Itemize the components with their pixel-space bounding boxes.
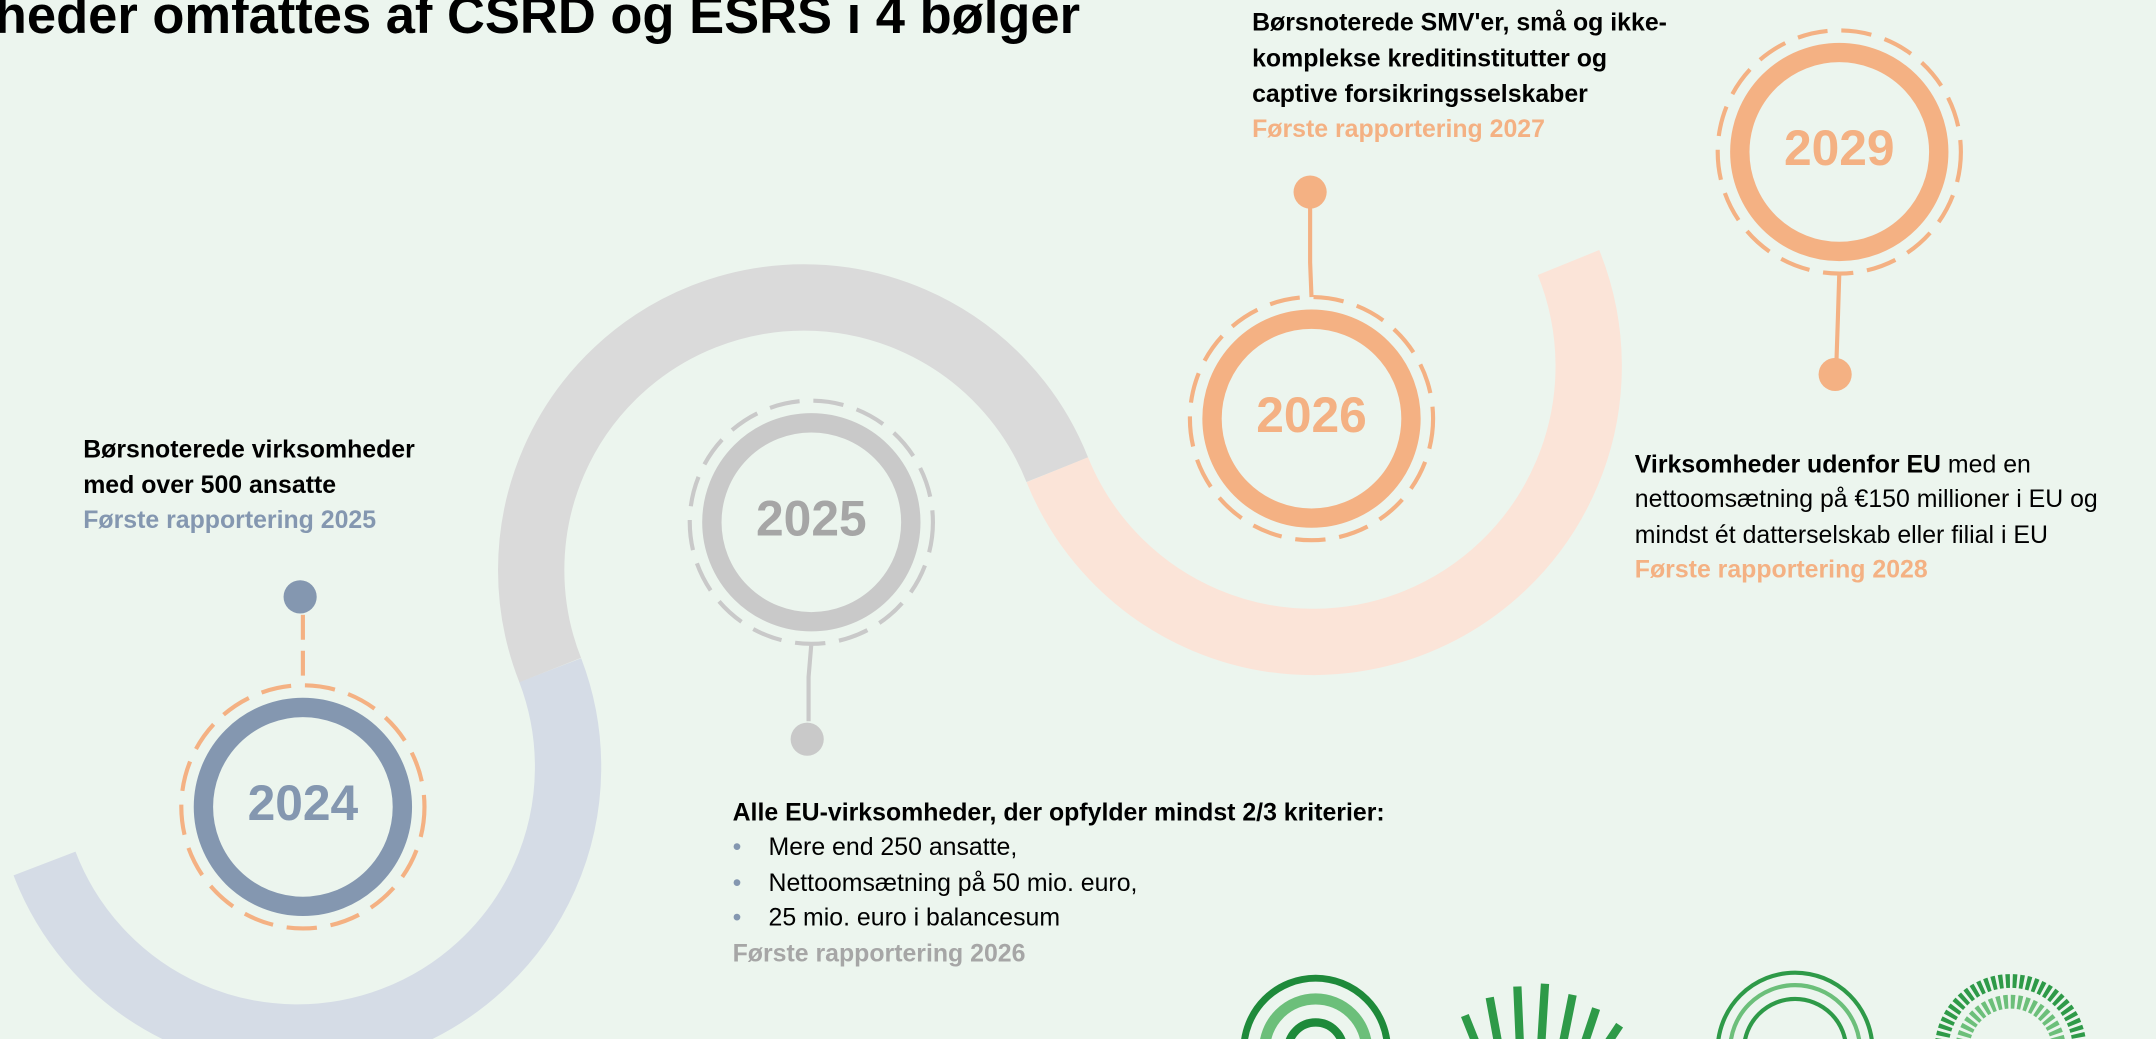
block-line: nettoomsætning på €150 millioner i EU og <box>1635 485 2098 513</box>
rest-part: med en <box>1941 451 2031 479</box>
block-heading: Alle EU-virksomheder, der opfylder minds… <box>733 799 1385 827</box>
year: 2024 <box>248 775 359 831</box>
block-line: med over 500 ansatte <box>83 471 336 499</box>
pin-line <box>1310 207 1311 297</box>
block-line: Børsnoterede SMV'er, små og ikke- <box>1252 8 1667 36</box>
pin-dot <box>1294 175 1327 208</box>
pin-dot <box>284 580 317 613</box>
first-report: Første rapportering 2026 <box>733 940 1026 968</box>
slide: 2024 2025 2026 2029 heder omfattes af CS… <box>0 0 2156 1039</box>
pin-dot <box>791 723 824 756</box>
block-line: captive forsikringsselskaber <box>1252 80 1588 108</box>
block-line: Børsnoterede virksomheder <box>83 435 415 463</box>
block-line: komplekse kreditinstitutter og <box>1252 44 1607 72</box>
bullet: • <box>733 833 742 861</box>
pin-line <box>1837 274 1840 360</box>
bullet-text: Nettoomsætning på 50 mio. euro, <box>769 869 1138 897</box>
bullet: • <box>733 869 742 897</box>
year: 2025 <box>756 490 867 546</box>
first-report: Første rapportering 2027 <box>1252 115 1545 143</box>
bold-part: Virksomheder udenfor EU <box>1635 451 1941 479</box>
first-report: Første rapportering 2028 <box>1635 556 1928 584</box>
pin-dot <box>1819 358 1852 391</box>
page: {"header": {"title": "heder omfattes af … <box>0 0 2156 1039</box>
bullet: • <box>733 904 742 932</box>
bullet-text: Mere end 250 ansatte, <box>769 833 1018 861</box>
title: heder omfattes af CSRD og ESRS i 4 bølge… <box>0 0 1080 45</box>
block-line: mindst ét datterselskab eller filial i E… <box>1635 521 2048 549</box>
year: 2029 <box>1784 120 1895 176</box>
bullet-text: 25 mio. euro i balancesum <box>769 904 1061 932</box>
first-report: Første rapportering 2025 <box>83 506 376 534</box>
block-line: Virksomheder udenfor EU med en <box>1635 451 2031 479</box>
year: 2026 <box>1256 387 1367 443</box>
